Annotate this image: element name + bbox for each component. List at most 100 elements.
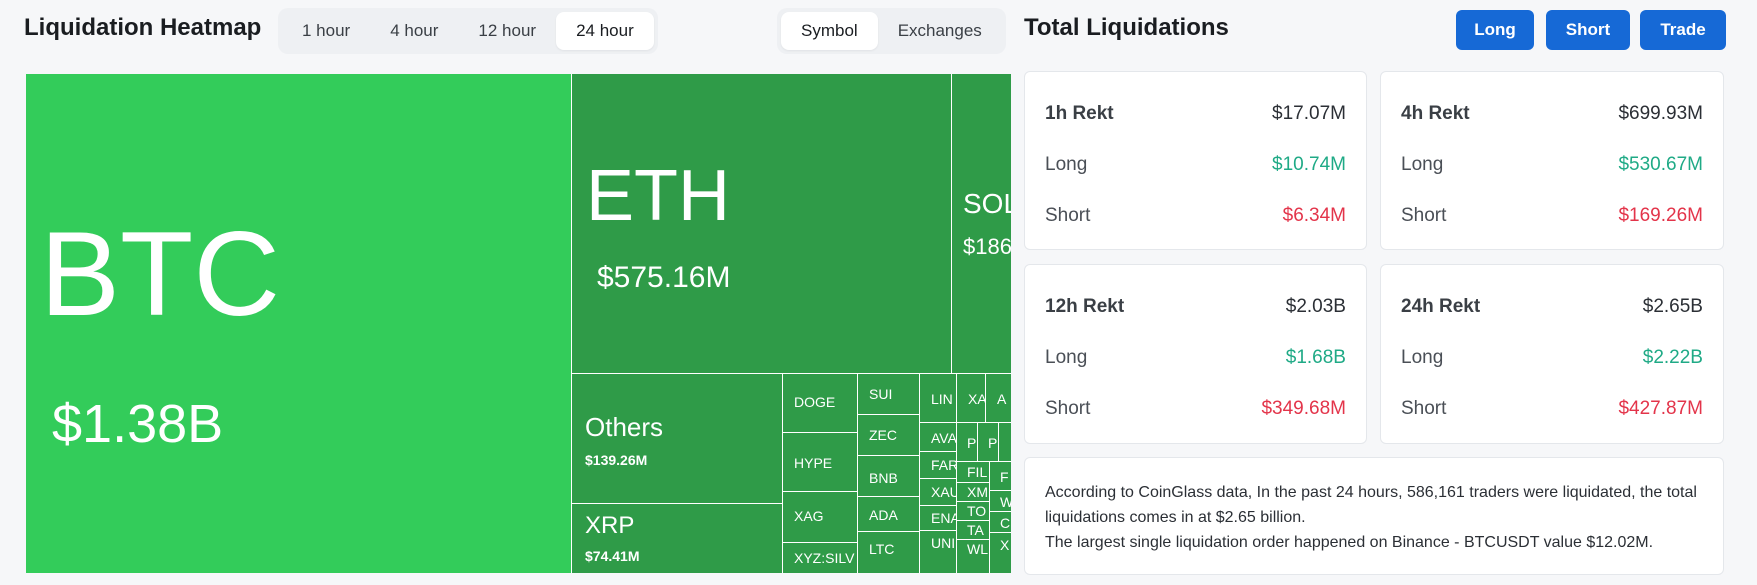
tile-symbol: TO	[967, 503, 987, 519]
card-label: 1h Rekt	[1045, 103, 1114, 124]
treemap-tile-fil[interactable]: FIL	[956, 461, 990, 483]
long-value: $10.74M	[1272, 154, 1346, 175]
tile-symbol: C	[1000, 515, 1011, 531]
view-option-exchanges[interactable]: Exchanges	[897, 21, 982, 40]
tile-symbol: XA	[968, 391, 986, 407]
rekt-card-12h: 12h Rekt $2.03B Long $1.68B Short $349.68M	[1024, 264, 1367, 444]
time-option-1h[interactable]: 1 hour	[302, 21, 351, 40]
tile-symbol: ETH	[586, 156, 730, 236]
tile-symbol: XAU	[931, 484, 957, 500]
treemap-tile-f[interactable]: F	[989, 461, 1011, 491]
tile-symbol: SOL	[963, 188, 1011, 219]
treemap-tile-hype[interactable]: HYPE	[782, 432, 858, 492]
tile-symbol: ENA	[931, 510, 957, 526]
tile-symbol: Others	[585, 412, 664, 442]
tile-symbol: W	[1000, 494, 1011, 510]
treemap-tile-link[interactable]: LIN	[919, 373, 957, 423]
treemap-tile-xa[interactable]: XA	[956, 373, 986, 423]
tile-symbol: X	[1000, 537, 1010, 553]
summary-text-2: The largest single liquidation order hap…	[1045, 534, 1654, 551]
long-button[interactable]: Long	[1456, 10, 1534, 50]
treemap-tile-p1[interactable]: P	[956, 422, 978, 462]
long-label: Long	[1045, 347, 1088, 368]
card-total: $2.65B	[1642, 296, 1703, 317]
long-value: $2.22B	[1642, 347, 1703, 368]
treemap-tile-wl[interactable]: WL	[956, 539, 990, 573]
tile-symbol: FAR	[931, 457, 957, 473]
liquidation-summary: According to CoinGlass data, In the past…	[1024, 457, 1724, 575]
tile-value: $186	[963, 234, 1011, 259]
total-liquidations-title: Total Liquidations	[1024, 14, 1229, 41]
short-value: $349.68M	[1261, 398, 1346, 419]
long-label: Long	[1401, 347, 1444, 368]
tile-symbol: TA	[967, 522, 984, 538]
treemap-tile-xyz-silv[interactable]: XYZ:SILV	[782, 542, 858, 573]
card-label: 4h Rekt	[1401, 103, 1470, 124]
liquidation-treemap: BTC $1.38B ETH $575.16M SOL $186 Others …	[26, 74, 1011, 573]
tile-symbol: P	[967, 435, 977, 451]
trade-button[interactable]: Trade	[1640, 10, 1726, 50]
tile-value: $74.41M	[585, 548, 640, 564]
treemap-tile-ena[interactable]: ENA	[919, 505, 957, 531]
tile-symbol: LTC	[869, 541, 895, 557]
rekt-card-1h: 1h Rekt $17.07M Long $10.74M Short $6.34M	[1024, 71, 1367, 250]
treemap-tile-sui[interactable]: SUI	[857, 373, 920, 415]
summary-text-1: According to CoinGlass data, In the past…	[1045, 484, 1697, 526]
tile-symbol: XM	[967, 484, 988, 500]
treemap-tile-w[interactable]: W	[989, 490, 1011, 512]
treemap-tile-doge[interactable]: DOGE	[782, 373, 858, 433]
treemap-tile-others[interactable]: Others $139.26M	[571, 373, 783, 504]
tile-symbol: BNB	[869, 470, 898, 486]
treemap-tile-uni[interactable]: UNI	[919, 530, 957, 573]
treemap-tile-x[interactable]: X	[989, 532, 1011, 573]
time-option-12h[interactable]: 12 hour	[478, 21, 537, 40]
treemap-tile-ava[interactable]: AVA	[919, 422, 957, 452]
treemap-tile-ltc[interactable]: LTC	[857, 531, 920, 573]
treemap-tile-xau[interactable]: XAU	[919, 478, 957, 506]
treemap-tile-extra[interactable]	[998, 422, 1011, 462]
card-total: $2.03B	[1285, 296, 1346, 317]
tile-symbol: FIL	[967, 464, 988, 480]
treemap-tile-ta[interactable]: TA	[956, 520, 990, 540]
view-option-symbol[interactable]: Symbol	[781, 12, 878, 50]
treemap-tile-xm[interactable]: XM	[956, 482, 990, 502]
short-label: Short	[1045, 398, 1091, 419]
time-option-4h[interactable]: 4 hour	[390, 21, 439, 40]
treemap-tile-xrp[interactable]: XRP $74.41M	[571, 503, 783, 573]
short-button[interactable]: Short	[1546, 10, 1630, 50]
treemap-tile-ada[interactable]: ADA	[857, 496, 920, 532]
tile-symbol: ADA	[869, 507, 898, 523]
short-value: $427.87M	[1618, 398, 1703, 419]
heatmap-title: Liquidation Heatmap	[24, 14, 262, 41]
rekt-card-24h: 24h Rekt $2.65B Long $2.22B Short $427.87M	[1380, 264, 1724, 444]
card-total: $699.93M	[1618, 103, 1703, 124]
treemap-tile-btc[interactable]: BTC $1.38B	[26, 74, 572, 573]
treemap-tile-p2[interactable]: P	[977, 422, 999, 462]
time-range-selector: 1 hour 4 hour 12 hour 24 hour	[278, 8, 658, 54]
tile-symbol: BTC	[40, 207, 280, 341]
long-value: $1.68B	[1285, 347, 1346, 368]
tile-symbol: XRP	[585, 512, 635, 539]
tile-value: $575.16M	[597, 261, 731, 294]
short-label: Short	[1045, 205, 1091, 226]
tile-value: $1.38B	[52, 394, 224, 454]
tile-symbol: P	[988, 435, 998, 451]
treemap-tile-eth[interactable]: ETH $575.16M	[571, 74, 952, 374]
treemap-tile-far[interactable]: FAR	[919, 451, 957, 479]
tile-symbol: UNI	[931, 535, 956, 551]
tile-symbol: HYPE	[794, 455, 833, 471]
short-label: Short	[1401, 205, 1447, 226]
treemap-tile-to[interactable]: TO	[956, 501, 990, 521]
treemap-tile-xag[interactable]: XAG	[782, 491, 858, 543]
treemap-tile-bnb[interactable]: BNB	[857, 455, 920, 497]
treemap-tile-zec[interactable]: ZEC	[857, 414, 920, 456]
treemap-tile-c[interactable]: C	[989, 511, 1011, 533]
tile-symbol: DOGE	[794, 394, 836, 410]
time-option-24h[interactable]: 24 hour	[556, 12, 654, 50]
treemap-tile-sol[interactable]: SOL $186	[951, 74, 1011, 374]
short-value: $169.26M	[1618, 205, 1703, 226]
tile-symbol: WL	[967, 541, 988, 557]
tile-symbol: F	[1000, 469, 1009, 485]
view-mode-selector: Symbol Exchanges	[777, 8, 1006, 54]
treemap-tile-a[interactable]: A	[985, 373, 1011, 423]
